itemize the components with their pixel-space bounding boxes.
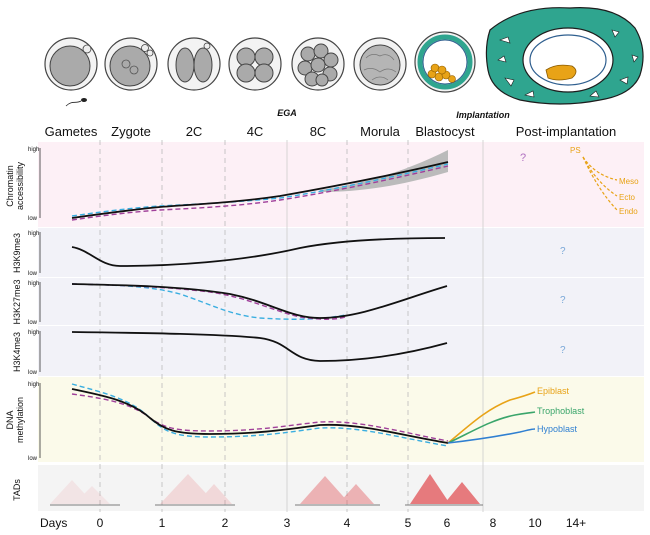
event-separators	[286, 140, 484, 512]
stage-label: Zygote	[111, 124, 151, 139]
eight-cell-icon	[291, 37, 345, 91]
stage-label: 4C	[247, 124, 264, 139]
ega-label: EGA	[277, 108, 297, 118]
day-ticks: 0 1 2 3 4 5 6 8 10 14+	[97, 516, 587, 530]
day-tick: 10	[528, 516, 542, 530]
sperm-icon	[65, 98, 87, 107]
methylation-low: low	[28, 456, 38, 462]
chromatin-solid	[71, 161, 449, 219]
h3k27me3-curves	[71, 283, 448, 320]
germ-layer-labels: PS Meso Ecto Endo	[570, 146, 639, 216]
germ-layer-label: PS	[570, 146, 581, 155]
four-cell-icon	[228, 37, 282, 91]
oocyte-icon	[44, 37, 98, 91]
h3k9me3-unknown-mark: ?	[560, 246, 566, 257]
chromatin-label-line2: accessibility	[15, 161, 25, 210]
stage-label: Blastocyst	[415, 124, 475, 139]
axis-level-labels: high low high low high low high low high…	[28, 147, 39, 462]
methylation-curves	[71, 383, 536, 447]
h3k9me3-label: H3K9me3	[12, 233, 22, 273]
chromatin-unknown-mark: ?	[520, 152, 526, 164]
zygote-icon	[104, 37, 158, 91]
methylation-high: high	[28, 382, 39, 388]
h3k27me3-high: high	[28, 281, 39, 287]
germ-layer-label: Ecto	[619, 193, 636, 202]
day-tick: 3	[284, 516, 291, 530]
epiblast-curve	[447, 391, 536, 444]
day-tick: 0	[97, 516, 104, 530]
h3k4me3-low: low	[28, 370, 38, 376]
h3k4me3-label: H3K4me3	[12, 332, 22, 372]
h3k9me3-solid	[71, 237, 446, 267]
chromatin-confidence-band	[320, 150, 448, 192]
chromatin-purple-dashed	[71, 165, 449, 221]
day-tick: 14+	[566, 516, 586, 530]
trophoblast-curve	[447, 411, 536, 444]
day-tick: 8	[490, 516, 497, 530]
chromatin-curves	[71, 150, 449, 221]
tads-label: TADs	[12, 479, 22, 501]
germ-layer-label: Meso	[619, 177, 639, 186]
blastocyst-icon	[414, 31, 476, 93]
implantation-label: Implantation	[456, 110, 510, 120]
lineage-label-epiblast: Epiblast	[537, 386, 570, 396]
two-cell-icon	[167, 37, 221, 91]
h3k9me3-high: high	[28, 231, 39, 237]
h3k4me3-row-bg	[38, 326, 644, 376]
lineage-labels: Epiblast Trophoblast Hypoblast	[537, 386, 585, 434]
h3k27me3-unknown-mark: ?	[560, 295, 566, 306]
day-tick: 1	[159, 516, 166, 530]
h3k9me3-row-bg	[38, 228, 644, 277]
lineage-label-trophoblast: Trophoblast	[537, 406, 585, 416]
tads-triangles	[50, 474, 483, 506]
stage-label: Morula	[360, 124, 401, 139]
h3k27me3-solid	[71, 283, 448, 319]
chromatin-label-line1: Chromatin	[5, 165, 15, 207]
day-tick: 6	[444, 516, 451, 530]
row-labels: Chromatin accessibility H3K9me3 H3K27me3…	[5, 161, 25, 500]
stage-label: 8C	[310, 124, 327, 139]
day-tick: 4	[344, 516, 351, 530]
methylation-row-bg	[38, 377, 644, 462]
stage-separators	[99, 140, 409, 512]
days-axis-label: Days	[40, 516, 67, 530]
h3k27me3-low: low	[28, 320, 38, 326]
germ-layer-label: Endo	[619, 207, 638, 216]
day-tick: 5	[405, 516, 412, 530]
chromatin-high: high	[28, 147, 39, 153]
h3k4me3-high: high	[28, 330, 39, 336]
h3k4me3-unknown-mark: ?	[560, 345, 566, 356]
h3k4me3-solid	[71, 331, 448, 362]
embryo-illustrations	[44, 7, 644, 107]
hypoblast-curve	[447, 428, 536, 444]
germ-layer-branches	[582, 156, 618, 211]
tads-row-bg	[38, 465, 644, 511]
chromatin-low: low	[28, 216, 38, 222]
post-implantation-embryo-icon	[485, 7, 644, 105]
methylation-label-line2: methylation	[15, 397, 25, 443]
morula-icon	[353, 37, 407, 91]
lineage-label-hypoblast: Hypoblast	[537, 424, 578, 434]
methylation-blue-dashed	[71, 383, 449, 447]
stage-label: 2C	[186, 124, 203, 139]
day-tick: 2	[222, 516, 229, 530]
h3k27me3-label: H3K27me3	[12, 279, 22, 324]
methylation-solid	[71, 388, 449, 444]
methylation-purple-dashed	[71, 393, 449, 442]
stage-label: Gametes	[45, 124, 98, 139]
h3k9me3-low: low	[28, 271, 38, 277]
stage-labels: Gametes Zygote 2C 4C 8C Morula Blastocys…	[45, 124, 617, 139]
stage-label: Post-implantation	[516, 124, 616, 139]
methylation-label-line1: DNA	[5, 410, 15, 429]
